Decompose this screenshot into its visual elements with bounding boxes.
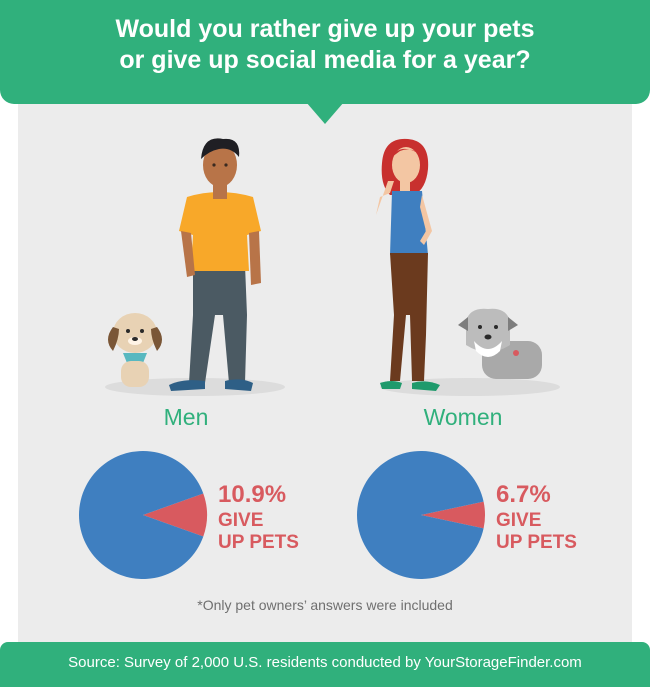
dog-icon	[108, 313, 162, 387]
group-label-women: Women	[423, 404, 503, 430]
women-percentage: 6.7%	[496, 481, 551, 508]
pie-slice-give-up-pets	[421, 501, 485, 529]
footnote: *Only pet owners’ answers were included	[197, 597, 453, 613]
header-pointer	[306, 102, 344, 124]
schnauzer-dog-icon	[458, 308, 542, 379]
ground-shadow	[380, 378, 560, 396]
pie-chart-women	[357, 451, 485, 579]
page-title: Would you rather give up your pets or gi…	[20, 14, 630, 76]
men-give-line-1: GIVE	[218, 510, 264, 531]
women-give-line-1: GIVE	[496, 510, 542, 531]
source-text: Source: Survey of 2,000 U.S. residents c…	[68, 654, 582, 671]
footer-bar	[0, 642, 650, 687]
title-line-2: or give up social media for a year?	[119, 46, 531, 74]
men-give-line-2: UP PETS	[218, 532, 299, 553]
women-illustration	[376, 138, 560, 396]
pie-slice-remainder	[78, 451, 204, 579]
men-slice-label: GIVE UP PETS	[218, 510, 299, 554]
man-figure-icon	[169, 138, 261, 391]
header-banner: Would you rather give up your pets or gi…	[0, 0, 650, 104]
pie-slice-remainder	[357, 451, 484, 579]
title-line-1: Would you rather give up your pets	[115, 15, 535, 43]
group-label-men: Men	[163, 404, 209, 430]
men-percentage: 10.9%	[218, 481, 287, 508]
women-give-line-2: UP PETS	[496, 532, 577, 553]
women-slice-label: GIVE UP PETS	[496, 510, 577, 554]
men-illustration	[105, 138, 285, 396]
pie-slice-give-up-pets	[143, 493, 207, 537]
woman-figure-icon	[376, 138, 440, 391]
pie-chart-men	[78, 451, 207, 579]
